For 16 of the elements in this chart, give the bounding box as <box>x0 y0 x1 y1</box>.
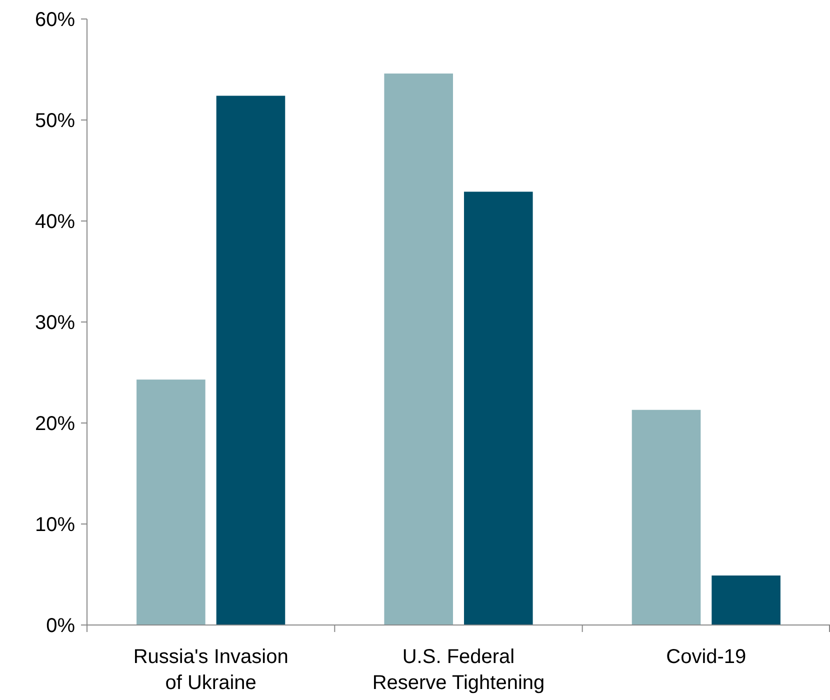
y-tick-label: 0% <box>46 615 76 637</box>
bar <box>384 74 453 625</box>
y-tick-label: 50% <box>34 110 76 132</box>
x-tick-label: U.S. Federal Reserve Tightening <box>372 646 545 694</box>
y-tick-label: 60% <box>34 9 76 31</box>
bar <box>712 576 780 625</box>
bar <box>464 192 533 625</box>
bar <box>632 410 701 625</box>
x-tick-label: Russia's Invasion of Ukraine <box>133 646 288 694</box>
x-tick-label: Covid-19 <box>666 646 746 668</box>
y-tick-label: 20% <box>34 413 76 435</box>
y-tick-label: 10% <box>34 514 76 536</box>
y-tick-label: 30% <box>34 312 76 334</box>
bar <box>216 96 286 625</box>
bar <box>136 380 206 625</box>
y-tick-label: 40% <box>34 211 76 233</box>
